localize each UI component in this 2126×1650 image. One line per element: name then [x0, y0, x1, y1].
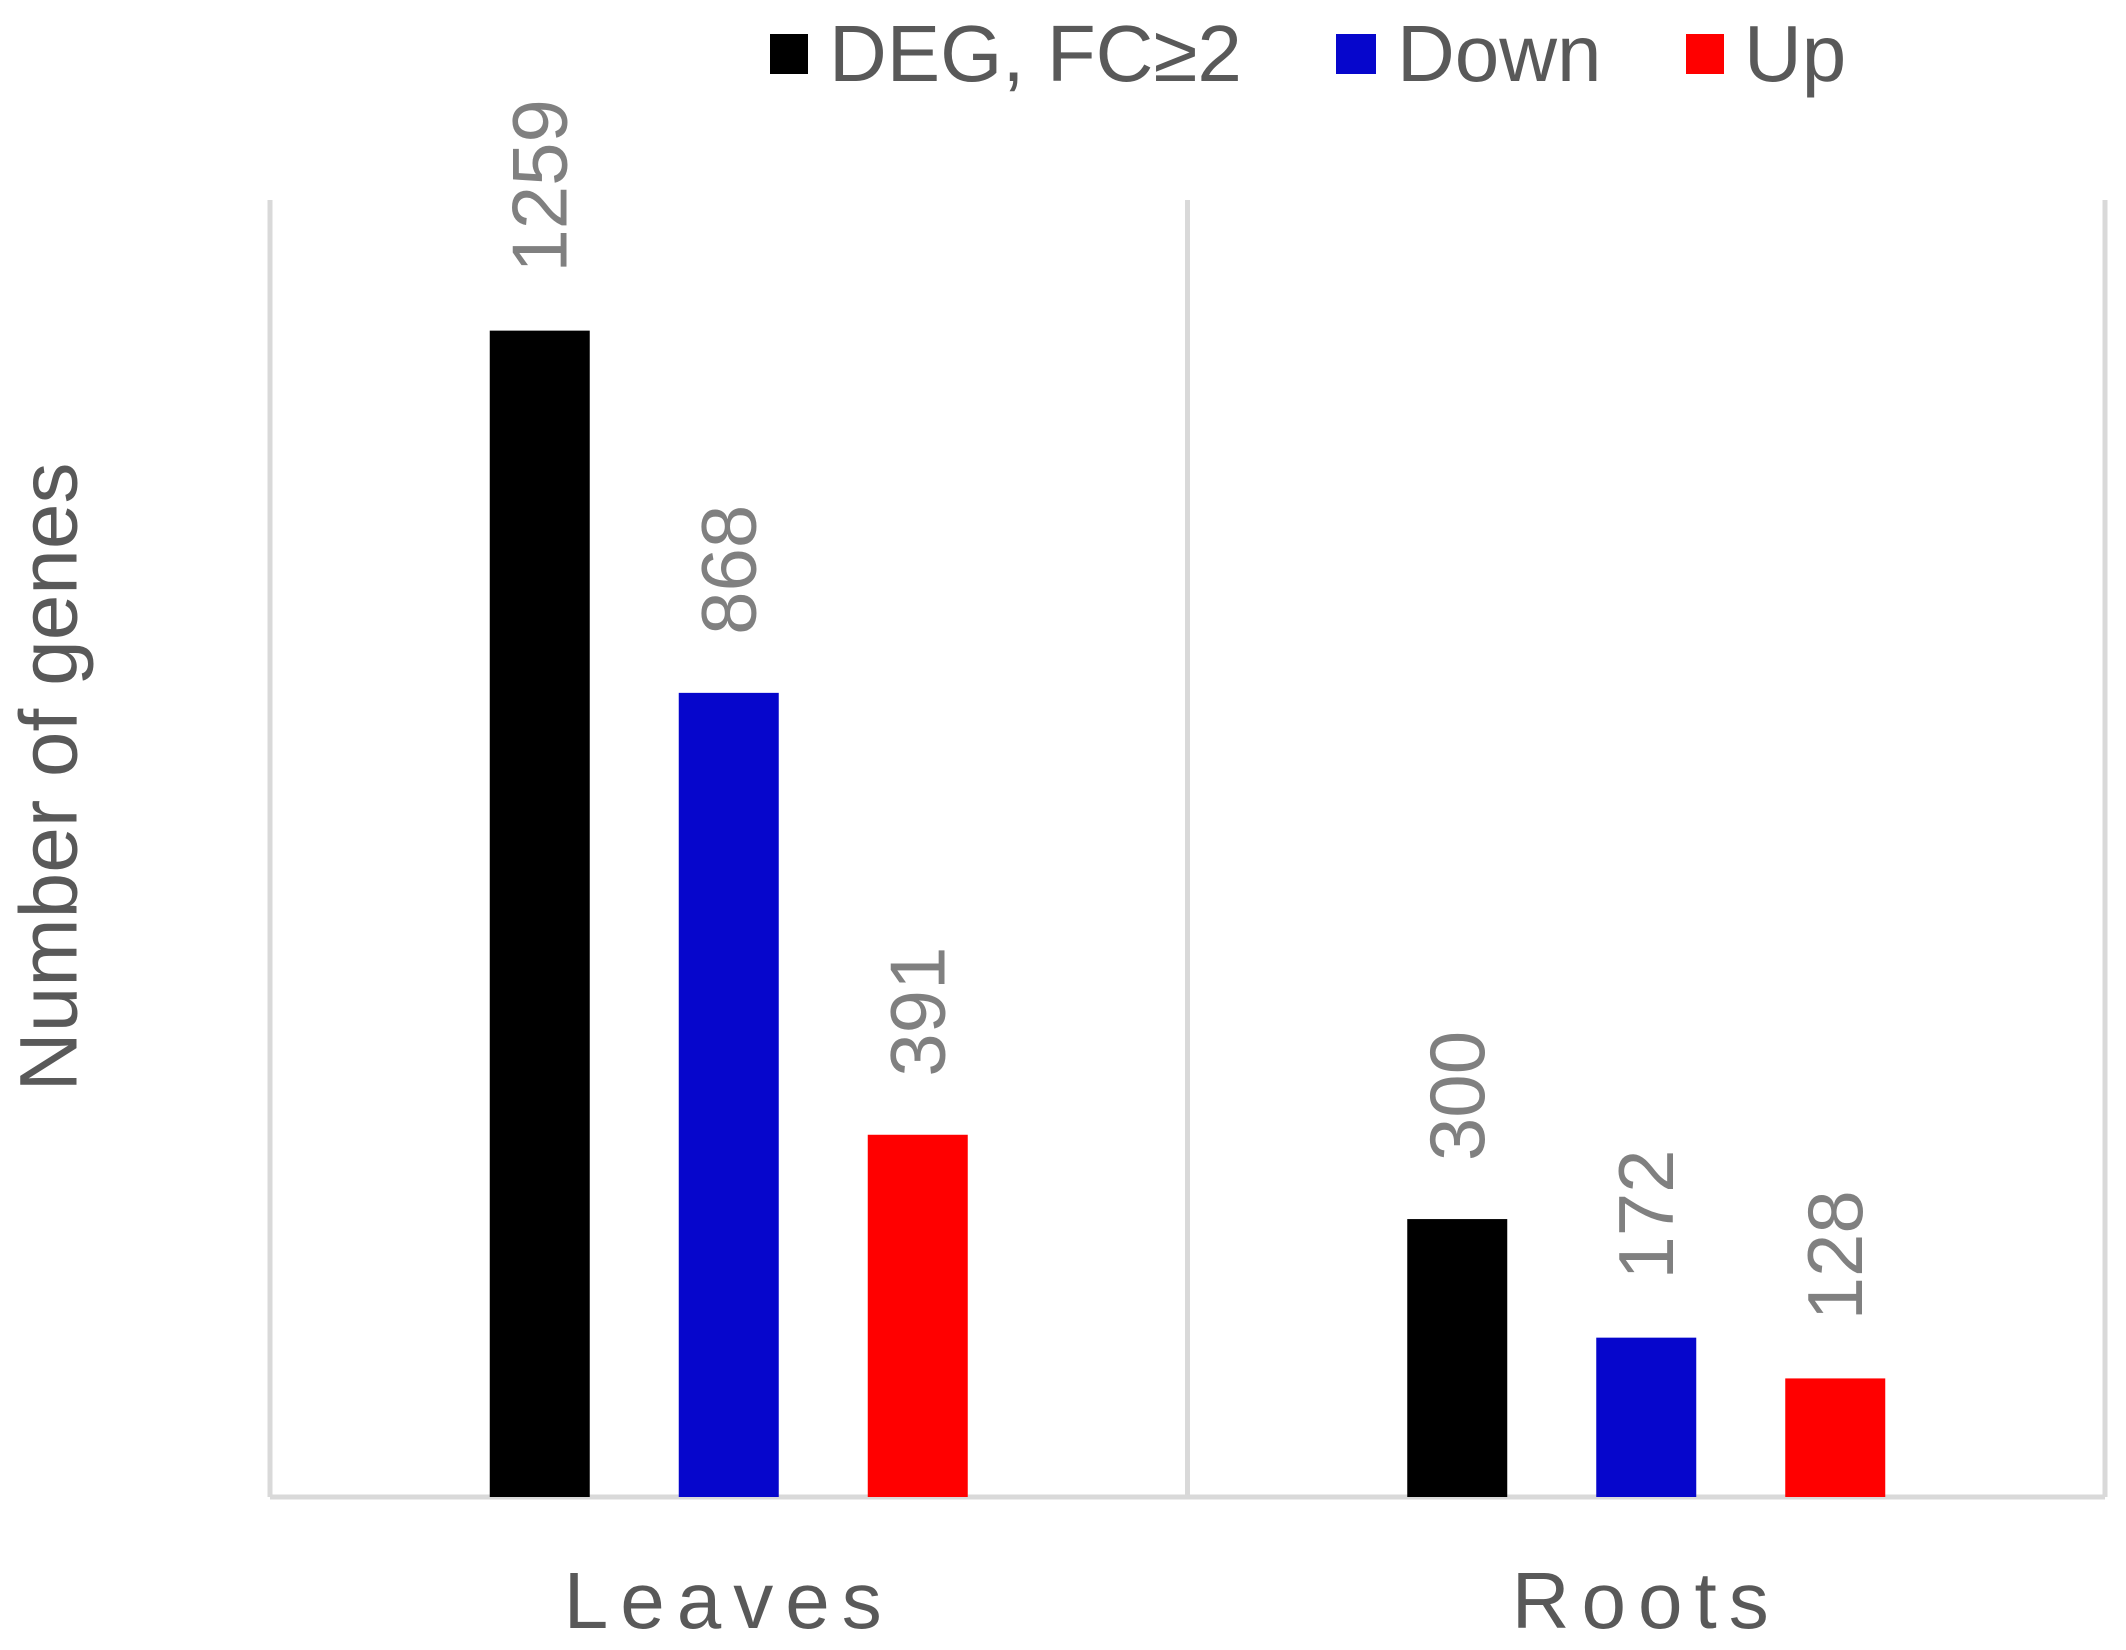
data-label-roots-down: 172 [1602, 1150, 1690, 1280]
data-label-roots-up: 128 [1791, 1190, 1879, 1320]
legend-swatch-deg [770, 34, 808, 74]
data-labels: 1259 868 391 300 172 128 [496, 99, 1880, 1320]
legend-swatch-down [1336, 34, 1376, 74]
legend-item-up: Up [1686, 9, 1846, 98]
bar-leaves-deg-fc-2 [489, 330, 590, 1497]
y-axis-label: Number of genes [4, 462, 95, 1091]
bar-roots-up [1785, 1378, 1886, 1497]
legend-label-up: Up [1744, 9, 1846, 98]
legend: DEG, FC≥2 Down Up [770, 9, 1846, 98]
legend-item-deg: DEG, FC≥2 [770, 9, 1242, 98]
legend-label-deg: DEG, FC≥2 [829, 9, 1242, 98]
bar-roots-down [1596, 1337, 1697, 1497]
category-axis-labels: Leaves Roots [564, 1556, 1781, 1645]
category-label-leaves: Leaves [564, 1556, 894, 1645]
data-label-roots-deg-fc-2: 300 [1413, 1031, 1501, 1161]
legend-swatch-up [1686, 34, 1724, 74]
bar-marks [489, 330, 1886, 1497]
data-label-leaves-up: 391 [874, 947, 962, 1077]
bar-roots-deg-fc-2 [1407, 1219, 1508, 1497]
data-label-leaves-deg-fc-2: 1259 [496, 99, 584, 273]
legend-item-down: Down [1336, 9, 1602, 98]
bar-leaves-down [678, 692, 779, 1497]
data-label-leaves-down: 868 [685, 505, 773, 635]
legend-label-down: Down [1397, 9, 1602, 98]
bar-leaves-up [867, 1134, 968, 1497]
category-label-roots: Roots [1512, 1556, 1781, 1645]
